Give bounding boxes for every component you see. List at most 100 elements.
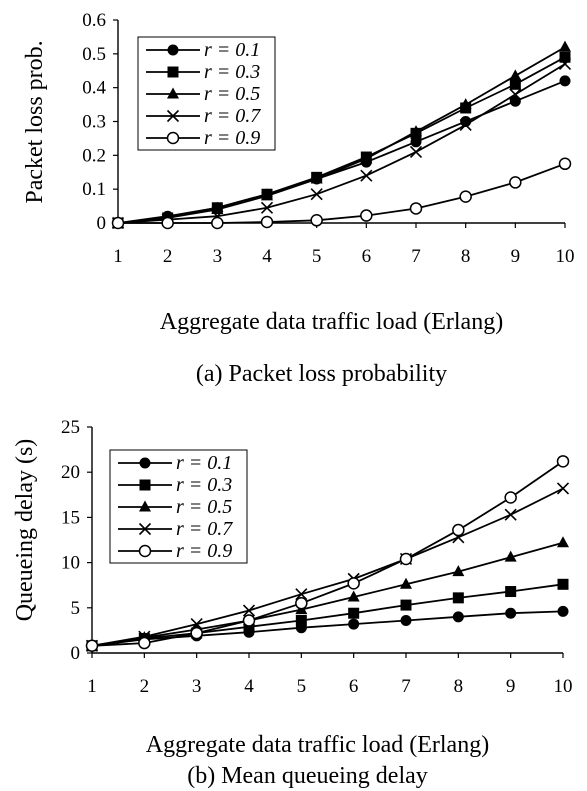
chart-b-x-tick-label: 8 bbox=[454, 676, 464, 697]
chart-b-series-open-circle bbox=[85, 455, 570, 653]
chart-b-series-line bbox=[91, 487, 564, 647]
chart-b-y-tick-label: 10 bbox=[61, 553, 80, 574]
chart-b-legend-marker bbox=[139, 479, 151, 491]
chart-b-data-point bbox=[505, 586, 517, 598]
chart-a-data-point bbox=[211, 202, 224, 214]
chart-a-data-point bbox=[459, 98, 472, 110]
chart-a-y-tick-label: 0.6 bbox=[82, 10, 106, 31]
chart-a-legend-marker bbox=[167, 66, 179, 78]
chart-b-x-tick-label: 2 bbox=[140, 676, 150, 697]
chart-a-series-line bbox=[117, 46, 566, 224]
chart-b-x-tick-label: 1 bbox=[87, 676, 97, 697]
chart-a-x-tick-label: 5 bbox=[312, 246, 322, 267]
chart-b-data-point bbox=[452, 611, 464, 623]
chart-a-x-tick-label: 2 bbox=[163, 246, 173, 267]
chart-b-legend-label: r = 0.7 bbox=[176, 518, 233, 540]
chart-b-data-point bbox=[504, 491, 517, 504]
chart-a-data-point bbox=[261, 189, 273, 201]
chart-a-data-point bbox=[111, 216, 125, 230]
chart-b-data-point bbox=[347, 590, 360, 602]
chart-a-legend-marker bbox=[167, 44, 179, 56]
chart-a-legend-marker bbox=[167, 87, 179, 99]
chart-a-y-axis-label: Packet loss prob. bbox=[22, 40, 48, 203]
chart-a-data-point bbox=[310, 172, 323, 184]
chart-b-data-point bbox=[400, 614, 412, 626]
chart-b-legend-marker bbox=[138, 544, 152, 558]
chart-b-x-tick-label: 7 bbox=[401, 676, 411, 697]
chart-b-x-tick-label: 9 bbox=[506, 676, 516, 697]
chart-a-data-point bbox=[360, 209, 373, 222]
chart-a-data-point bbox=[559, 75, 571, 87]
chart-a-data-point bbox=[211, 216, 224, 230]
chart-b-data-point bbox=[400, 577, 412, 589]
chart-b-x-axis-label: Aggregate data traffic load (Erlang) bbox=[146, 732, 489, 758]
chart-a-series-open-circle bbox=[111, 157, 572, 230]
chart-b-data-point bbox=[242, 614, 256, 627]
chart-b-data-point bbox=[85, 639, 99, 653]
chart-a-data-point bbox=[161, 216, 174, 230]
chart-b-data-point bbox=[242, 604, 256, 617]
chart-a-y-tick-label: 0 bbox=[97, 213, 107, 234]
chart-a-x-tick-label: 9 bbox=[511, 246, 521, 267]
chart-b-data-point bbox=[505, 607, 517, 619]
chart-b-x-tick-label: 5 bbox=[297, 676, 307, 697]
chart-a-legend-label: r = 0.9 bbox=[204, 127, 260, 149]
chart-a-data-point bbox=[310, 188, 323, 201]
chart-b-data-point bbox=[190, 626, 203, 640]
chart-b-legend-label: r = 0.1 bbox=[176, 452, 232, 474]
chart-a-legend-label: r = 0.7 bbox=[204, 105, 261, 127]
chart-a-data-point bbox=[558, 57, 572, 71]
chart-a-legend-label: r = 0.3 bbox=[204, 61, 260, 83]
chart-b-data-point bbox=[399, 552, 413, 566]
chart-a-data-point bbox=[559, 40, 571, 52]
chart-b-x-tick-label: 3 bbox=[192, 676, 202, 697]
chart-a-data-point bbox=[409, 145, 423, 159]
chart-b-legend-marker bbox=[139, 500, 151, 512]
chart-a-data-point bbox=[360, 169, 373, 182]
chart-b-legend-label: r = 0.5 bbox=[176, 496, 232, 518]
chart-b-data-point bbox=[243, 621, 255, 633]
chart-b-legend-label: r = 0.3 bbox=[176, 474, 232, 496]
chart-a-data-point bbox=[509, 69, 522, 81]
chart-b-x-tick-label: 10 bbox=[554, 676, 573, 697]
chart-a-data-point bbox=[459, 118, 472, 131]
chart-b-data-point bbox=[295, 588, 308, 601]
chart-b-data-point bbox=[557, 536, 569, 548]
chart-a-x-tick-label: 6 bbox=[362, 246, 372, 267]
chart-b-x-tick-label: 6 bbox=[349, 676, 359, 697]
chart-a-y-tick-label: 0.1 bbox=[82, 179, 106, 200]
chart-b-data-point bbox=[348, 618, 360, 630]
chart-a-y-tick-label: 0.5 bbox=[82, 44, 106, 65]
chart-a-data-point bbox=[260, 215, 274, 229]
chart-a-data-point bbox=[509, 95, 521, 107]
chart-a-data-point bbox=[509, 88, 522, 101]
chart-b-data-point bbox=[295, 614, 307, 626]
chart-a-data-point bbox=[410, 125, 422, 137]
chart-a-y-tick-label: 0.3 bbox=[82, 112, 106, 133]
chart-b-series-line bbox=[91, 583, 564, 647]
chart-a-legend-label: r = 0.1 bbox=[204, 39, 260, 61]
chart-b-y-tick-label: 20 bbox=[61, 462, 80, 483]
chart-b-y-tick-label: 25 bbox=[61, 417, 80, 438]
chart-b-data-point bbox=[557, 605, 569, 617]
chart-a-series-filled-triangle bbox=[112, 40, 571, 228]
chart-a-data-point bbox=[559, 51, 571, 63]
chart-b-data-point bbox=[347, 577, 360, 590]
chart-b-data-point bbox=[452, 523, 465, 537]
chart-b-data-point bbox=[504, 508, 517, 521]
chart-a-caption: (a) Packet loss probability bbox=[196, 361, 447, 387]
chart-b-data-point bbox=[556, 455, 570, 468]
chart-a-x-tick-label: 4 bbox=[262, 246, 272, 267]
chart-b-legend-marker bbox=[139, 457, 151, 469]
chart-b-legend-label: r = 0.9 bbox=[176, 540, 232, 562]
chart-b-data-point bbox=[138, 636, 151, 650]
chart-b-x-tick-label: 4 bbox=[244, 676, 254, 697]
chart-a-data-point bbox=[459, 190, 472, 203]
chart-b-legend-marker bbox=[138, 522, 152, 536]
chart-b-data-point bbox=[557, 578, 569, 590]
chart-b-y-tick-label: 0 bbox=[71, 643, 81, 664]
chart-a-series-line bbox=[117, 63, 566, 224]
chart-a-x-tick-label: 1 bbox=[113, 246, 123, 267]
chart-a-data-point bbox=[509, 176, 522, 189]
